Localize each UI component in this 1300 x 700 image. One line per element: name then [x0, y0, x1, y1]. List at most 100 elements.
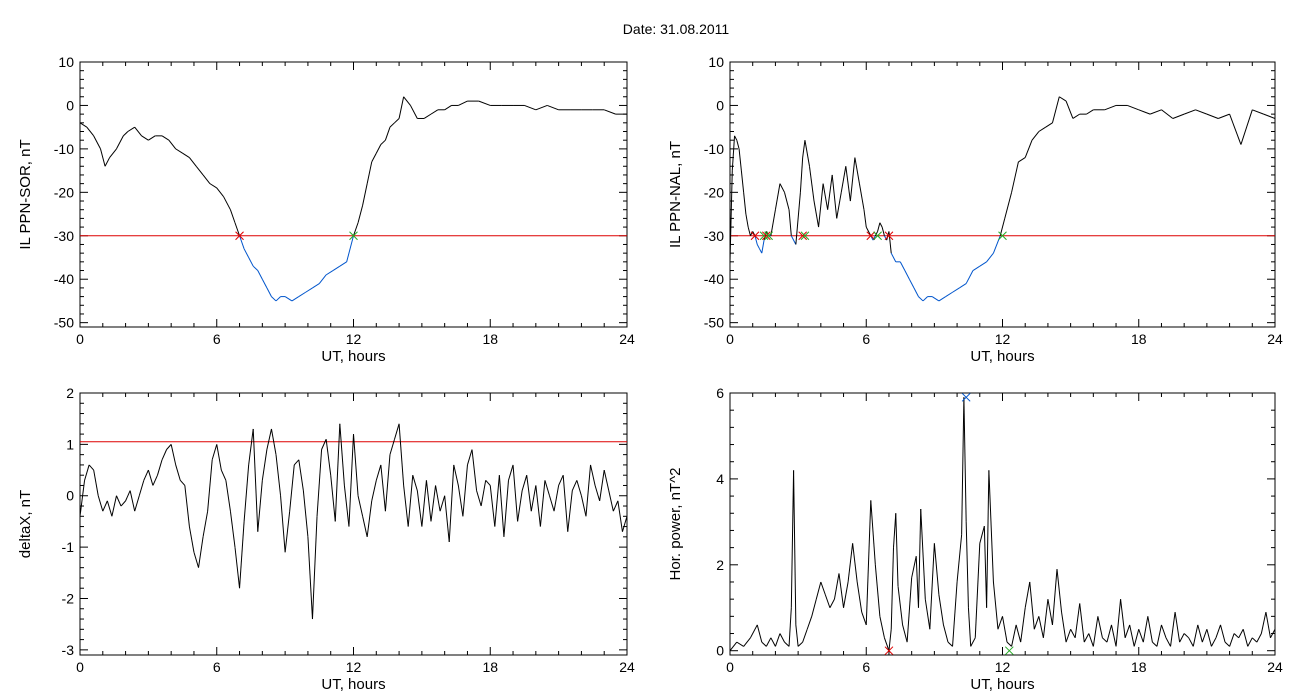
- y-tick-label: -20: [704, 184, 724, 200]
- marker-stroke: [349, 231, 358, 241]
- series-segment: [1174, 611, 1181, 643]
- series-segment: [1074, 603, 1081, 638]
- series-segment: [462, 464, 468, 517]
- series-segment: [1192, 624, 1199, 647]
- series-segment: [784, 641, 790, 647]
- series-segment: [1270, 628, 1275, 639]
- series-segment: [1172, 113, 1185, 119]
- series-segment: [1127, 104, 1139, 111]
- x-tick-label: 24: [1267, 659, 1283, 675]
- series-segment: [736, 641, 744, 647]
- series-segment-below: [913, 287, 919, 297]
- series-segment: [298, 459, 304, 491]
- x-tick-label: 0: [726, 331, 734, 347]
- series-segment-below: [257, 270, 263, 280]
- series-segment: [1111, 624, 1117, 647]
- series-segment: [1233, 633, 1240, 639]
- series-segment: [307, 536, 313, 620]
- y-tick-label: -40: [704, 271, 724, 287]
- series-segment: [1229, 113, 1242, 145]
- y-axis-label: Hor. power, nT^2: [667, 468, 684, 581]
- series-segment: [535, 104, 548, 111]
- series-segment-below: [312, 283, 320, 289]
- marker-stroke: [884, 646, 894, 656]
- series-segment: [1045, 122, 1053, 128]
- series-segment: [594, 485, 601, 502]
- series-segment: [847, 543, 854, 583]
- marker-stroke: [798, 231, 808, 241]
- series-segment: [266, 428, 272, 450]
- series-segment: [558, 474, 564, 486]
- series-segment: [216, 187, 224, 197]
- series-segment: [175, 148, 183, 154]
- y-tick-label: 4: [716, 471, 724, 487]
- series-segment: [1083, 633, 1090, 643]
- series-segment-below: [284, 296, 293, 302]
- series-segment: [1138, 109, 1151, 115]
- series-segment: [116, 495, 122, 507]
- series-segment: [220, 469, 227, 481]
- series-segment: [275, 454, 282, 496]
- series-segment: [109, 148, 117, 158]
- series-segment-below: [261, 278, 268, 289]
- marker-start: [866, 231, 876, 241]
- series-segment: [612, 500, 619, 512]
- series-segment: [193, 552, 199, 568]
- plot-area: [80, 96, 627, 302]
- series-segment-below: [243, 248, 250, 258]
- series-segment: [339, 423, 345, 486]
- series-segment: [974, 543, 981, 638]
- series-segment: [770, 637, 776, 647]
- series-segment: [343, 485, 350, 527]
- series-segment: [997, 616, 1003, 630]
- series-segment: [1088, 633, 1094, 647]
- series-segment: [1129, 624, 1135, 647]
- series-segment: [444, 495, 450, 543]
- series-segment: [924, 599, 931, 630]
- marker-stroke: [998, 231, 1007, 241]
- series-segment: [779, 633, 785, 643]
- series-segment: [580, 495, 587, 517]
- x-tick-label: 18: [482, 331, 498, 347]
- marker-end: [873, 231, 882, 241]
- series-segment: [127, 126, 135, 132]
- series-segment: [852, 543, 858, 583]
- series-segment: [202, 174, 211, 184]
- x-tick-label: 24: [619, 659, 635, 675]
- series-segment: [747, 226, 751, 236]
- series-segment: [539, 480, 546, 527]
- series-segment: [530, 485, 537, 512]
- series-segment: [161, 449, 168, 460]
- series-segment: [524, 104, 537, 111]
- series-segment-below: [883, 235, 888, 241]
- series-segment: [567, 490, 573, 532]
- series-segment: [822, 183, 829, 210]
- y-axis-label: deltaX, nT: [17, 490, 34, 558]
- series-segment: [410, 105, 418, 119]
- series-segment: [380, 464, 386, 512]
- series-segment: [1138, 629, 1144, 643]
- series-segment: [421, 480, 427, 527]
- marker-start: [761, 231, 771, 241]
- series-segment: [1133, 629, 1140, 647]
- series-segment: [576, 480, 582, 496]
- series-segment: [603, 469, 610, 491]
- x-tick-label: 24: [1267, 331, 1283, 347]
- series-segment: [761, 641, 767, 647]
- series-segment-below: [754, 235, 758, 245]
- x-tick-label: 12: [346, 659, 362, 675]
- series-segment: [102, 500, 108, 512]
- series-segment: [1106, 624, 1112, 643]
- series-segment: [371, 152, 377, 163]
- series-segment: [84, 464, 90, 481]
- x-tick-label: 6: [862, 331, 870, 347]
- series-segment: [168, 139, 177, 150]
- series-segment: [731, 135, 736, 171]
- series-segment: [1070, 628, 1076, 639]
- x-axis-label: UT, hours: [321, 348, 385, 365]
- series-segment: [743, 192, 747, 215]
- series-segment: [321, 439, 327, 450]
- series-segment: [608, 490, 614, 512]
- series-segment: [838, 573, 845, 608]
